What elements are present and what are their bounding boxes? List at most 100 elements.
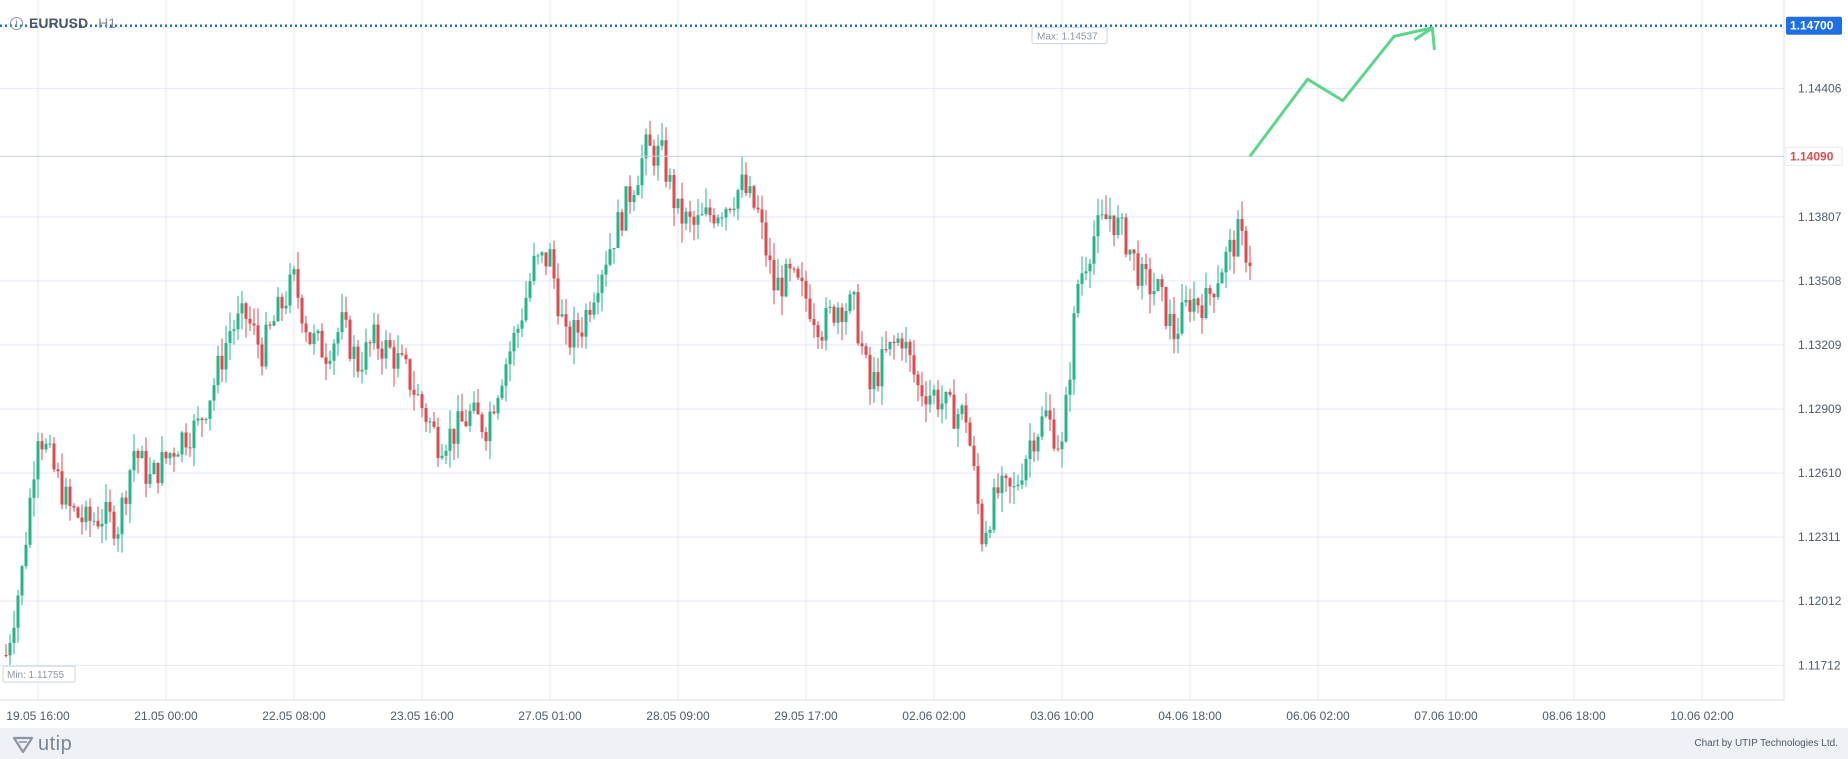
candle-body xyxy=(1108,215,1112,220)
candle-body xyxy=(1160,279,1164,287)
candle-body xyxy=(704,207,708,215)
candle-body xyxy=(396,353,400,369)
candle-body xyxy=(648,134,652,146)
candle-body xyxy=(600,274,604,294)
candle-body xyxy=(400,353,404,355)
candle-body xyxy=(1128,249,1132,255)
candle-body xyxy=(612,248,616,250)
candle-body xyxy=(556,278,560,317)
candle-body xyxy=(128,470,132,504)
candle-body xyxy=(828,306,832,308)
candle-body xyxy=(1060,441,1064,450)
candle-body xyxy=(652,145,656,166)
candle-body xyxy=(148,474,152,484)
y-tick-label: 1.12311 xyxy=(1798,530,1841,544)
candle-body xyxy=(836,307,840,323)
timeframe-label[interactable]: H1 xyxy=(98,15,117,31)
forecast-arrow-line xyxy=(1248,26,1433,158)
candle-body xyxy=(320,330,324,358)
candle-body xyxy=(720,217,724,219)
candle-body xyxy=(336,332,340,344)
candle-body xyxy=(164,452,168,459)
candle-body xyxy=(44,443,48,450)
current-price-label: 1.14090 xyxy=(1790,149,1834,163)
candle-body xyxy=(792,268,796,270)
candle-body xyxy=(964,405,968,423)
candle-body xyxy=(244,303,248,319)
candle-body xyxy=(204,418,208,421)
candle-body xyxy=(664,140,668,182)
candle-body xyxy=(944,391,948,404)
candle-body xyxy=(1096,215,1100,237)
candle-body xyxy=(532,255,536,282)
x-tick-label: 27.05 01:00 xyxy=(518,709,582,723)
candle-body xyxy=(1012,486,1016,488)
candle-body xyxy=(804,280,808,299)
candle-body xyxy=(292,269,296,275)
candle-body xyxy=(832,306,836,323)
candle-body xyxy=(424,408,428,422)
candle-body xyxy=(8,642,12,656)
candle-body xyxy=(1232,239,1236,257)
candle-body xyxy=(1180,302,1184,334)
candle-body xyxy=(140,450,144,459)
candle-body xyxy=(644,134,648,159)
candle-body xyxy=(72,505,76,508)
candle-body xyxy=(520,320,524,329)
x-tick-label: 03.06 10:00 xyxy=(1030,709,1094,723)
candle-body xyxy=(1056,448,1060,450)
candle-body xyxy=(344,312,348,320)
candle-body xyxy=(200,418,204,421)
candlestick-chart[interactable]: 1.14700 1.14090 Max: 1.14537 Min: 1.11755 1… xyxy=(0,0,1848,728)
candle-body xyxy=(1136,253,1140,286)
candle-body xyxy=(332,343,336,361)
candle-body xyxy=(452,428,456,444)
candle-body xyxy=(988,529,992,533)
candle-body xyxy=(568,326,572,348)
candle-body xyxy=(24,544,28,567)
candle-body xyxy=(632,195,636,203)
candle-body xyxy=(1076,283,1080,314)
utip-logo: utip xyxy=(12,733,72,756)
candle-body xyxy=(912,355,916,375)
candle-body xyxy=(1188,299,1192,312)
candle-body xyxy=(280,296,284,309)
candle-body xyxy=(1220,272,1224,284)
candle-body xyxy=(428,421,432,423)
candle-body xyxy=(100,523,104,527)
x-tick-label: 23.05 16:00 xyxy=(390,709,454,723)
candle-body xyxy=(712,215,716,224)
candle-body xyxy=(48,443,52,445)
candle-body xyxy=(372,324,376,344)
chart-header: i EURUSD H1 xyxy=(10,13,116,33)
candle-body xyxy=(460,411,464,422)
candle-body xyxy=(1044,410,1048,417)
symbol-label[interactable]: EURUSD xyxy=(29,15,89,31)
candle-body xyxy=(748,186,752,194)
candle-body xyxy=(688,211,692,217)
candle-body xyxy=(852,292,856,295)
candle-body xyxy=(1052,419,1056,449)
candle-body xyxy=(604,264,608,275)
candle-body xyxy=(844,311,848,323)
candle-body xyxy=(876,372,880,387)
logo-text: utip xyxy=(38,733,73,755)
candle-body xyxy=(364,342,368,370)
candle-body xyxy=(380,348,384,359)
info-icon[interactable]: i xyxy=(10,16,23,30)
candle-body xyxy=(1164,286,1168,327)
overlays: 1.14700 1.14090 Max: 1.14537 Min: 1.11755 xyxy=(0,16,1843,683)
y-tick-label: 1.14406 xyxy=(1798,82,1842,96)
candle-body xyxy=(584,309,588,337)
candle-body xyxy=(724,208,728,218)
max-marker-box xyxy=(1031,27,1108,45)
candle-body xyxy=(592,302,596,315)
candle-body xyxy=(924,396,928,405)
candle-body xyxy=(1100,214,1104,216)
candle-body xyxy=(408,359,412,390)
candle-body xyxy=(668,174,672,182)
candle-body xyxy=(176,454,180,457)
candle-body xyxy=(940,403,944,410)
axes: 1.14406 1.13807 1.13508 1.13209 1.12909 1.126… xyxy=(6,82,1841,723)
